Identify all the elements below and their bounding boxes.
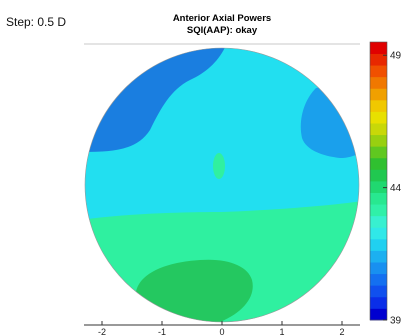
- colorbar-swatch: [370, 308, 387, 321]
- colorbar-swatch: [370, 76, 387, 89]
- colorbar: [369, 41, 388, 321]
- x-axis-ticks: -2 -1 0 1 2: [98, 321, 345, 336]
- power-map-regions: [85, 48, 359, 322]
- colorbar-frame: [369, 41, 388, 321]
- colorbar-swatch: [370, 215, 387, 228]
- colorbar-swatch: [370, 204, 387, 217]
- colorbar-ticks: 49 44 39: [383, 51, 402, 327]
- region-bottom-green: [136, 259, 253, 322]
- colorbar-swatch: [370, 53, 387, 66]
- colorbar-swatch: [370, 262, 387, 275]
- colorbar-swatch: [370, 296, 387, 309]
- colorbar-swatch: [370, 250, 387, 263]
- colorbar-tick-label: 39: [390, 316, 402, 327]
- x-tick-label: 2: [339, 327, 344, 336]
- step-label: Step: 0.5 D: [6, 15, 67, 29]
- colorbar-tick-label: 49: [390, 51, 402, 62]
- region-central-island: [213, 153, 225, 179]
- colorbar-swatch: [370, 134, 387, 147]
- colorbar-swatch: [370, 238, 387, 251]
- colorbar-swatch: [370, 99, 387, 112]
- colorbar-swatch: [370, 192, 387, 205]
- x-tick-label: 0: [219, 327, 224, 336]
- colorbar-swatch: [370, 181, 387, 193]
- x-tick-label: -2: [98, 327, 106, 336]
- colorbar-swatch: [370, 169, 387, 182]
- chart-title: Anterior Axial Powers: [172, 13, 272, 24]
- colorbar-swatch: [370, 123, 387, 136]
- colorbar-swatch: [370, 111, 387, 124]
- chart-subtitle: SQI(AAP): okay: [186, 25, 258, 36]
- colorbar-swatch: [370, 146, 387, 159]
- colorbar-swatch: [370, 285, 387, 298]
- colorbar-swatch: [370, 227, 387, 240]
- colorbar-swatch: [370, 157, 387, 170]
- colorbar-swatch: [370, 88, 387, 101]
- x-tick-label: -1: [158, 327, 166, 336]
- colorbar-tick-label: 44: [390, 183, 402, 194]
- colorbar-swatch: [370, 65, 387, 78]
- colorbar-swatch: [370, 273, 387, 286]
- colorbar-swatch: [370, 42, 387, 54]
- x-tick-label: 1: [279, 327, 284, 336]
